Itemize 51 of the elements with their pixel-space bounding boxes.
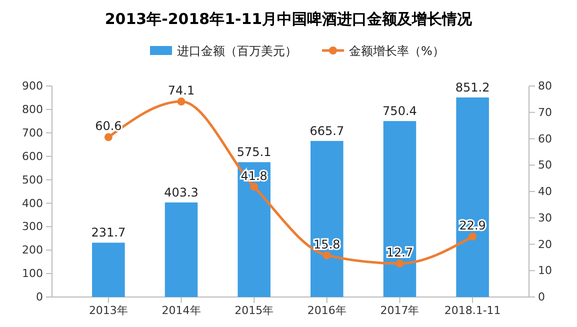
y-tick-label: 900: [22, 80, 43, 93]
y-tick-label: 600: [22, 150, 43, 163]
y2-tick-label: 50: [538, 158, 552, 172]
y2-tick-label: 0: [538, 290, 545, 304]
data-label: 12.7: [386, 246, 414, 260]
data-label: 665.7: [310, 124, 344, 138]
data-label: 750.4: [382, 104, 417, 118]
y2-tick-label: 20: [538, 238, 552, 251]
data-label: 403.3: [164, 185, 198, 200]
x-tick-label: 2018.1-11: [444, 304, 501, 317]
legend-label: 进口金额（百万美元）: [177, 44, 297, 58]
y-tick-label: 800: [22, 102, 43, 116]
y-tick-label: 200: [22, 244, 43, 257]
x-tick-label: 2014年: [162, 304, 201, 317]
data-label: 74.1: [168, 84, 195, 98]
bar: [164, 202, 198, 297]
data-label: 60.6: [95, 119, 122, 134]
y-tick-label: 400: [22, 196, 43, 210]
y-tick-label: 300: [22, 220, 43, 234]
data-label: 851.2: [455, 80, 490, 94]
data-label: 575.1: [236, 145, 272, 160]
bar: [383, 121, 416, 297]
x-tick-label: 2017年: [380, 304, 420, 317]
data-label: 15.8: [314, 237, 340, 252]
point: [250, 182, 258, 191]
y-tick-label: 700: [22, 126, 43, 140]
y2-tick-label: 40: [538, 185, 552, 198]
data-label: 231.7: [91, 226, 126, 240]
point: [468, 232, 477, 241]
x-tick-label: 2015年: [234, 304, 274, 317]
y2-tick-label: 60: [538, 132, 552, 146]
legend-label: 金额增长率（%）: [349, 44, 444, 58]
bar: [310, 140, 344, 297]
point: [104, 133, 112, 142]
y2-tick-label: 10: [538, 264, 552, 278]
y2-tick-label: 70: [538, 106, 552, 119]
data-label: 22.9: [459, 218, 486, 233]
chart-title: 2013年-2018年1-11月中国啤酒进口金额及增长情况: [104, 10, 474, 28]
y-tick-label: 100: [22, 267, 43, 280]
y2-tick-label: 80: [538, 80, 552, 93]
bar: [456, 97, 489, 297]
point: [396, 260, 404, 268]
x-tick-label: 2013年: [88, 304, 128, 317]
x-tick-label: 2016年: [307, 304, 346, 317]
y-tick-label: 0: [36, 290, 43, 304]
point: [322, 251, 331, 260]
y2-tick-label: 30: [538, 211, 552, 224]
y-tick-label: 500: [22, 173, 43, 186]
point: [177, 98, 186, 106]
bar: [92, 242, 125, 297]
bar: [238, 162, 270, 297]
